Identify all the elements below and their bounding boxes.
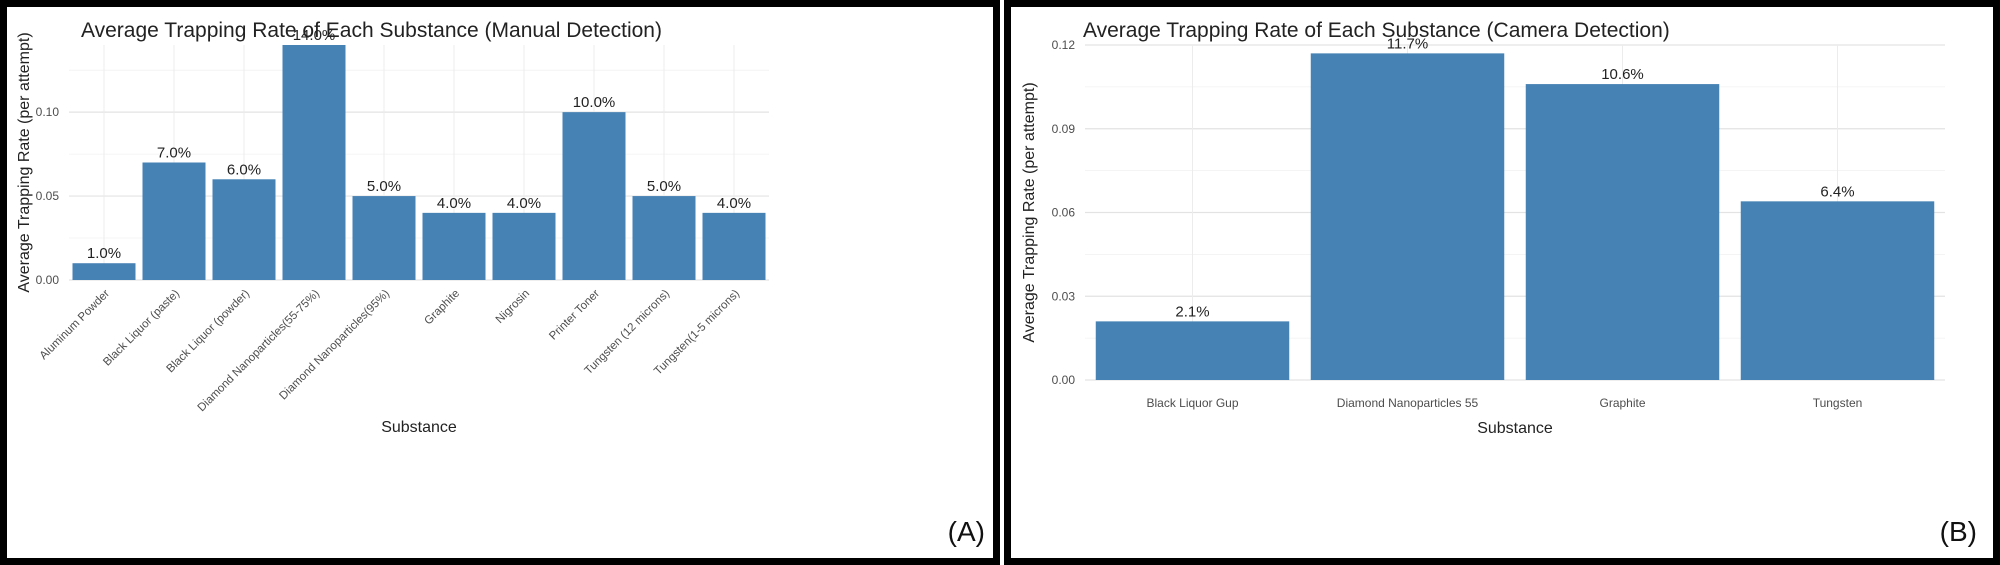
y-tick-label: 0.12 <box>1052 38 1076 52</box>
data-label: 6.0% <box>227 161 261 178</box>
y-tick-label: 0.10 <box>36 105 60 119</box>
bar <box>1525 84 1720 380</box>
data-label: 4.0% <box>507 195 541 212</box>
y-tick-label: 0.00 <box>1052 373 1076 387</box>
x-tick-label: Aluminum Powder <box>38 288 113 363</box>
panel-tag: (A) <box>947 516 985 547</box>
data-label: 5.0% <box>647 178 681 195</box>
y-axis-title: Average Trapping Rate (per attempt) <box>16 32 33 292</box>
bar-chart: 0.00 0.03 0.06 0.09 0.12 2.1% Black Liquor Gup… <box>1021 35 1945 437</box>
x-tick-label: Graphite <box>1599 396 1645 410</box>
bar <box>562 112 626 281</box>
bar <box>492 212 556 280</box>
data-label: 2.1% <box>1175 303 1209 320</box>
data-label: 4.0% <box>717 195 751 212</box>
y-tick-label: 0.00 <box>36 273 60 287</box>
data-label: 6.4% <box>1820 183 1854 200</box>
data-label: 4.0% <box>437 195 471 212</box>
x-tick-label: Tungsten <box>1813 396 1863 410</box>
data-label: 1.0% <box>87 245 121 262</box>
x-tick-label: Black Liquor Gup <box>1146 396 1238 410</box>
y-tick-label: 0.09 <box>1052 122 1076 136</box>
bar-chart: 0.00 0.05 0.10 1.0% Aluminum Powder 7.0% Black… <box>16 27 769 436</box>
bar <box>632 196 696 280</box>
x-tick-label: Diamond Nanoparticles(55-75%) <box>196 288 323 415</box>
bar <box>72 263 136 280</box>
x-tick-label: Nigrosin <box>494 288 532 326</box>
x-axis-title: Substance <box>1477 420 1553 437</box>
y-axis-title: Average Trapping Rate (per attempt) <box>1021 82 1038 342</box>
x-tick-label: Graphite <box>422 288 462 328</box>
chart-panel-b: Average Trapping Rate of Each Substance … <box>1004 0 2000 565</box>
data-label: 10.0% <box>573 94 616 111</box>
bar <box>352 196 416 280</box>
x-axis-title: Substance <box>381 419 457 436</box>
bar <box>1740 201 1935 380</box>
chart-panel-a: Average Trapping Rate of Each Substance … <box>0 0 1000 565</box>
bar <box>702 212 766 280</box>
data-label: 7.0% <box>157 145 191 162</box>
data-label: 5.0% <box>367 178 401 195</box>
bar <box>422 212 486 280</box>
data-label: 11.7% <box>1387 35 1428 52</box>
x-tick-label: Black Liquor (paste) <box>101 288 182 369</box>
bar <box>1310 53 1505 380</box>
x-tick-label: Diamond Nanoparticles 55 <box>1337 396 1479 410</box>
data-label: 14.0% <box>293 27 336 44</box>
bar <box>142 162 206 280</box>
y-tick-label: 0.03 <box>1052 289 1076 303</box>
chart-title: Average Trapping Rate of Each Substance … <box>81 19 662 42</box>
data-label: 10.6% <box>1601 66 1644 83</box>
x-tick-label: Diamond Nanoparticles(95%) <box>277 288 392 403</box>
bar <box>212 179 276 280</box>
y-tick-label: 0.05 <box>36 189 60 203</box>
y-tick-label: 0.06 <box>1052 206 1076 220</box>
x-tick-label: Printer Toner <box>547 288 602 343</box>
chart-title: Average Trapping Rate of Each Substance … <box>1083 19 1670 42</box>
bar <box>282 45 346 280</box>
bar <box>1095 321 1290 380</box>
panel-tag: (B) <box>1939 516 1977 547</box>
